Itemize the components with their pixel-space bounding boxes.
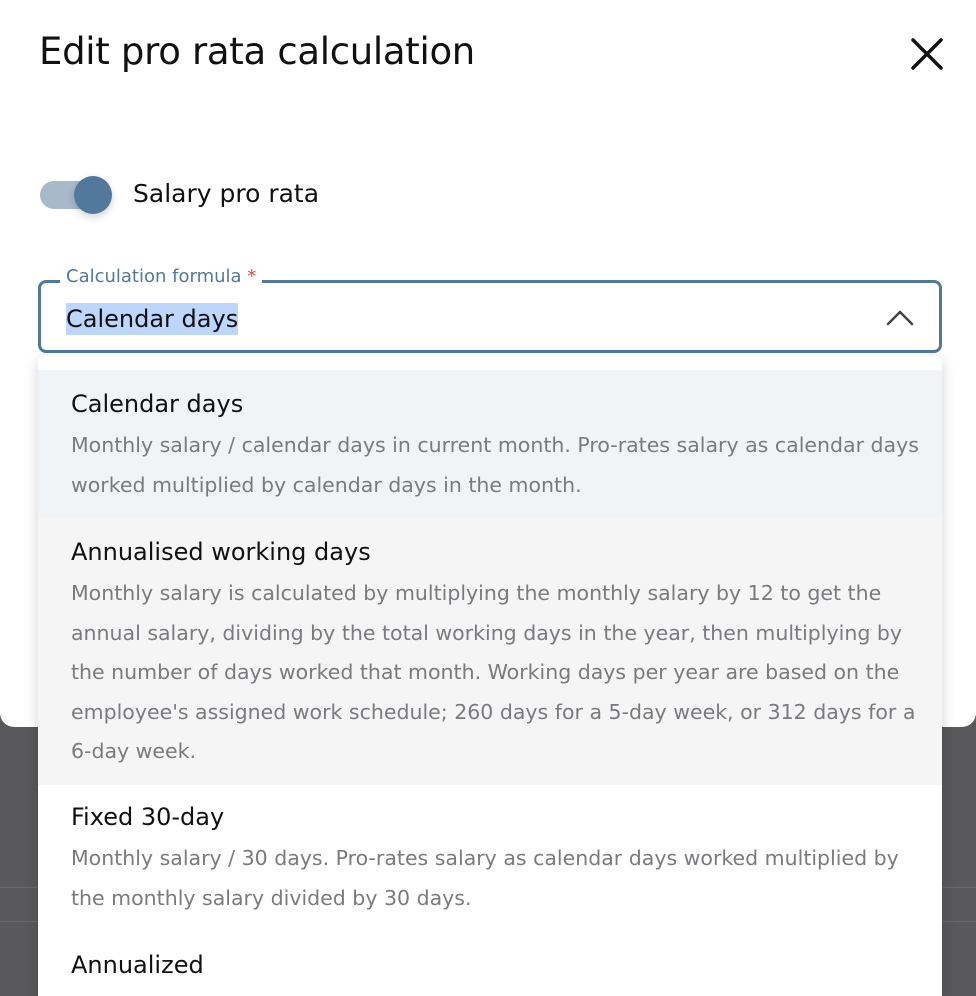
option-annualized[interactable]: Annualized <box>38 935 942 996</box>
option-title: Calendar days <box>71 390 244 418</box>
option-title: Fixed 30-day <box>71 803 225 831</box>
option-description: Monthly salary / calendar days in curren… <box>71 433 919 497</box>
toggle-thumb <box>74 176 112 214</box>
field-label-text: Calculation formula <box>66 266 242 287</box>
dialog-title: Edit pro rata calculation <box>39 30 475 73</box>
toggle-label: Salary pro rata <box>133 179 320 208</box>
option-annualised-working-days[interactable]: Annualised working days Monthly salary i… <box>38 518 942 785</box>
option-title: Annualised working days <box>71 538 371 566</box>
field-label: Calculation formula * <box>60 266 263 287</box>
salary-pro-rata-toggle[interactable] <box>40 176 116 214</box>
calculation-formula-select[interactable] <box>38 280 942 353</box>
option-calendar-days[interactable]: Calendar days Monthly salary / calendar … <box>38 370 942 518</box>
option-description: Monthly salary is calculated by multiply… <box>71 581 916 763</box>
selected-value: Calendar days <box>66 303 239 335</box>
close-icon <box>911 38 943 70</box>
close-button[interactable] <box>905 32 949 76</box>
option-fixed-30-day[interactable]: Fixed 30-day Monthly salary / 30 days. P… <box>38 785 942 935</box>
required-mark: * <box>247 266 257 287</box>
option-description: Monthly salary / 30 days. Pro-rates sala… <box>71 846 899 910</box>
chevron-up-icon[interactable] <box>884 304 916 330</box>
option-title: Annualized <box>71 951 204 979</box>
formula-options-list: Calendar days Monthly salary / calendar … <box>38 356 942 996</box>
